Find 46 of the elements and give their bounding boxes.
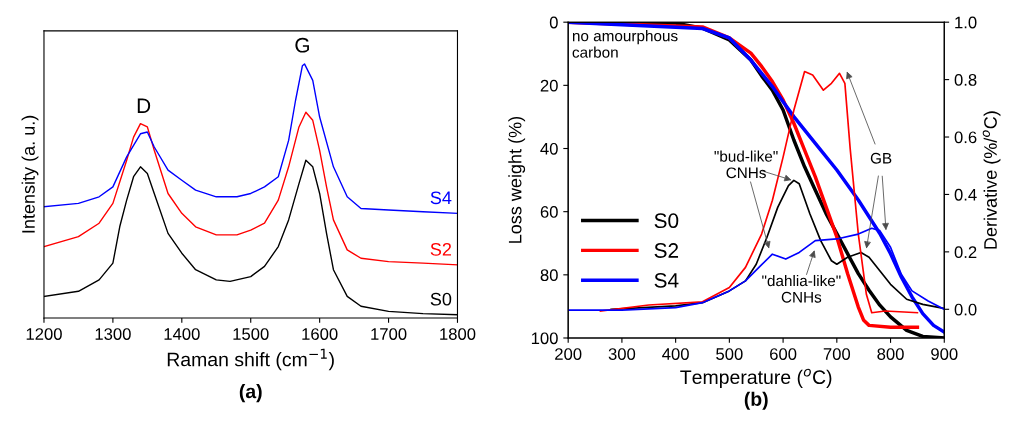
legend-label: S2: [654, 243, 679, 258]
y-tick-label: 60: [540, 206, 558, 218]
y2-tick-label: 0.6: [954, 131, 977, 144]
y-tick-label: 100: [531, 332, 558, 345]
annotation: GB: [870, 152, 892, 164]
y-axis-title: Loss weight (%): [508, 116, 526, 243]
legend-label: S4: [654, 272, 679, 288]
legend-label: S0: [654, 213, 679, 229]
x-tick-label: 1500: [233, 328, 269, 340]
x-tick-label: 400: [662, 348, 689, 360]
y-axis-title: Intensity (a. u.): [21, 115, 39, 233]
x-tick-label: 1600: [302, 328, 338, 340]
y2-tick-label: 0.8: [954, 74, 977, 86]
y-tick-label: 0: [549, 16, 558, 29]
x-tick-label: 500: [716, 348, 743, 360]
x-tick-label: 1400: [164, 328, 200, 340]
x-tick-label: 1800: [440, 328, 476, 340]
y2-tick-label: 0.2: [954, 246, 977, 259]
y2-axis-title: Derivative (%/$^{o}$C): [982, 111, 1001, 249]
series-label: S2: [430, 242, 452, 256]
y2-tick-label: 0.4: [954, 188, 977, 201]
text: (b): [744, 391, 768, 410]
x-tick-label: 1200: [26, 328, 62, 340]
text: (a): [239, 384, 262, 403]
x-axis-title: Temperature ($^{o}$C): [680, 368, 832, 388]
annotation: "bud-like" CNHs: [714, 150, 778, 179]
x-tick-label: 1300: [95, 328, 131, 340]
x-tick-label: 800: [877, 348, 904, 360]
y-tick-label: 80: [540, 269, 558, 282]
series-label: S0: [430, 292, 452, 306]
x-tick-label: 300: [608, 348, 636, 360]
annotation: D: [137, 98, 151, 113]
x-axis-title: Raman shift (cm$^{−1}$): [167, 348, 334, 371]
y-tick-label: 40: [540, 142, 558, 155]
y2-tick-label: 0.0: [954, 303, 977, 316]
annotation: "dahlia-like" CNHs: [762, 274, 841, 303]
series-label: S4: [430, 191, 452, 205]
text: G: [295, 37, 309, 53]
y-tick-label: 20: [540, 79, 558, 92]
x-tick-label: 700: [823, 348, 851, 360]
annotation: no amourphous carbon: [572, 30, 678, 58]
x-tick-label: 200: [555, 348, 582, 360]
y2-tick-label: 1.0: [955, 16, 977, 29]
x-tick-label: 900: [931, 348, 958, 360]
x-tick-label: 600: [770, 348, 797, 360]
x-tick-label: 1700: [371, 328, 407, 340]
